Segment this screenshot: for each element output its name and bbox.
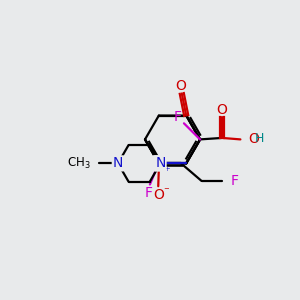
- Text: CH$_3$: CH$_3$: [67, 156, 91, 171]
- Text: O: O: [249, 132, 260, 146]
- Text: F: F: [144, 186, 152, 200]
- Text: F: F: [230, 174, 238, 188]
- Text: N: N: [154, 156, 164, 170]
- Text: $^-$: $^-$: [162, 187, 171, 196]
- Text: $^+$: $^+$: [163, 167, 171, 176]
- Text: O: O: [175, 79, 186, 93]
- Text: F: F: [173, 110, 181, 124]
- Text: O: O: [217, 103, 228, 117]
- Text: H: H: [255, 132, 264, 145]
- Text: N: N: [155, 156, 166, 170]
- Text: N: N: [113, 156, 123, 170]
- Text: O: O: [153, 188, 164, 202]
